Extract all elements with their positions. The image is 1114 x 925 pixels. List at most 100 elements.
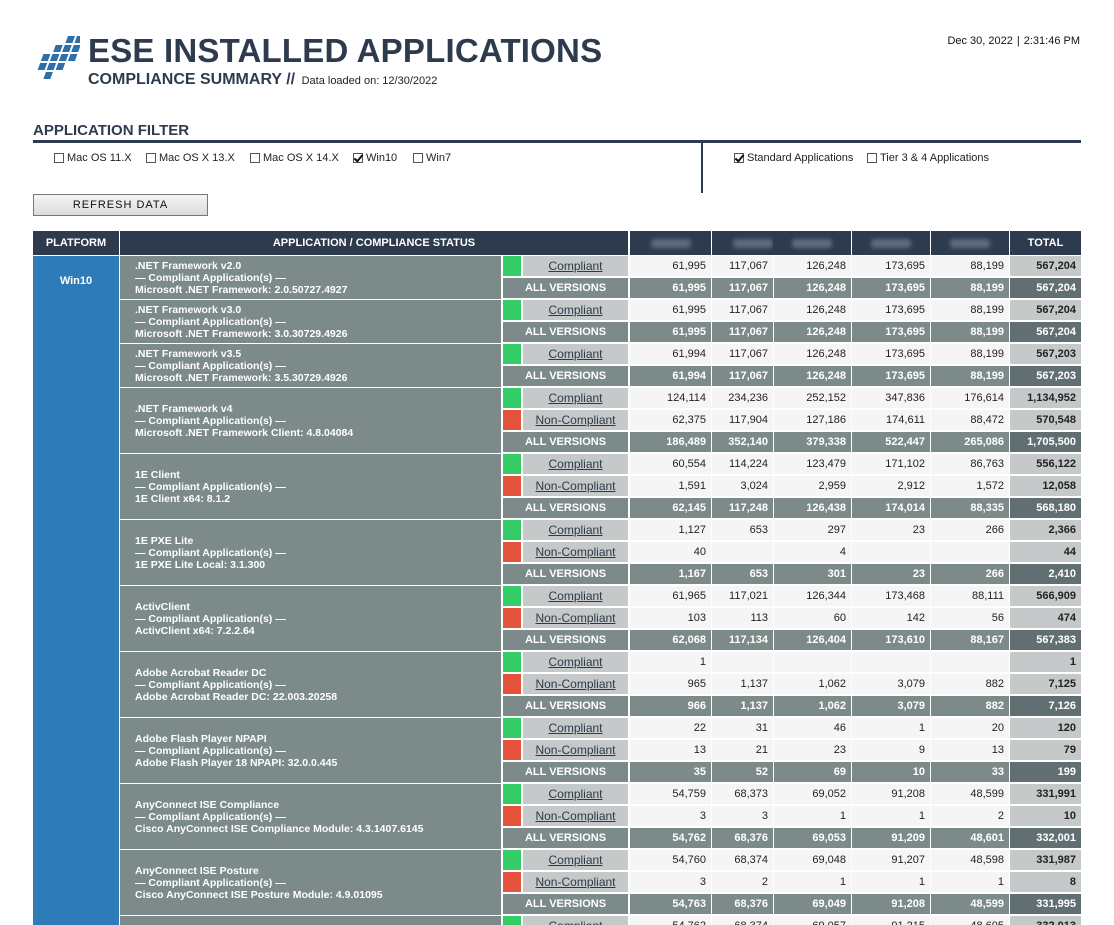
datetime-separator: | xyxy=(1016,35,1020,47)
application-subheading: — Compliant Application(s) — xyxy=(135,546,286,559)
compliant-link[interactable]: Compliant xyxy=(523,300,628,320)
noncompliant-link[interactable]: Non-Compliant xyxy=(523,542,628,562)
filter-platform-mac-os-x-14-x[interactable]: Mac OS X 14.X xyxy=(250,152,339,164)
filter-divider xyxy=(33,140,1081,143)
status-link-text[interactable]: Compliant xyxy=(548,391,603,405)
filter-platform-win10[interactable]: Win10 xyxy=(353,152,397,164)
checkbox-box[interactable] xyxy=(867,153,877,163)
data-loaded-text: Data loaded on: 12/30/2022 xyxy=(301,75,438,87)
compliant-link[interactable]: Compliant xyxy=(523,784,628,804)
all-versions-count-cell: 173,610 xyxy=(852,630,930,650)
count-cell: 103 xyxy=(630,608,711,628)
status-link-text[interactable]: Non-Compliant xyxy=(535,809,616,823)
filter-vertical-divider xyxy=(701,143,703,193)
status-link-text[interactable]: Non-Compliant xyxy=(535,611,616,625)
status-link-text[interactable]: Compliant xyxy=(548,853,603,867)
refresh-data-button[interactable]: REFRESH DATA xyxy=(33,194,208,216)
row-total-cell: 2,366 xyxy=(1010,520,1081,540)
row-total-cell: 44 xyxy=(1010,542,1081,562)
all-versions-total-cell: 199 xyxy=(1010,762,1081,782)
noncompliant-link[interactable]: Non-Compliant xyxy=(523,806,628,826)
noncompliant-link[interactable]: Non-Compliant xyxy=(523,608,628,628)
application-subheading: — Compliant Application(s) — xyxy=(135,810,286,823)
checkbox-box[interactable] xyxy=(54,153,64,163)
compliant-link[interactable]: Compliant xyxy=(523,454,628,474)
compliant-link[interactable]: Compliant xyxy=(523,850,628,870)
count-cell: 56 xyxy=(931,608,1009,628)
filter-type-standard-applications[interactable]: Standard Applications xyxy=(734,152,853,164)
all-versions-count-cell: 88,199 xyxy=(931,366,1009,386)
checkbox-box[interactable] xyxy=(734,153,744,163)
all-versions-label: ALL VERSIONS xyxy=(503,696,628,716)
noncompliant-link[interactable]: Non-Compliant xyxy=(523,674,628,694)
status-link-text[interactable]: Compliant xyxy=(548,919,602,925)
all-versions-count-cell: 3,079 xyxy=(852,696,930,716)
application-name: 1E PXE Lite xyxy=(135,534,194,547)
count-cell: 123,479 xyxy=(774,454,851,474)
status-link-text[interactable]: Compliant xyxy=(548,589,603,603)
status-link-text[interactable]: Non-Compliant xyxy=(535,479,616,493)
status-link-text[interactable]: Compliant xyxy=(548,655,603,669)
compliance-table: PLATFORM APPLICATION / COMPLIANCE STATUS… xyxy=(33,231,1081,925)
count-cell: 2,959 xyxy=(774,476,851,496)
all-versions-count-cell: 61,995 xyxy=(630,278,711,298)
count-cell: 347,836 xyxy=(852,388,930,408)
noncompliant-link[interactable]: Non-Compliant xyxy=(523,740,628,760)
checkbox-box[interactable] xyxy=(146,153,156,163)
row-total-cell: 1 xyxy=(1010,652,1081,672)
noncompliant-link[interactable]: Non-Compliant xyxy=(523,410,628,430)
count-cell: 173,468 xyxy=(852,586,930,606)
row-total-cell: 120 xyxy=(1010,718,1081,738)
compliant-link[interactable]: Compliant xyxy=(523,916,628,925)
noncompliant-link[interactable]: Non-Compliant xyxy=(523,872,628,892)
all-versions-total-cell: 567,203 xyxy=(1010,366,1081,386)
compliant-link[interactable]: Compliant xyxy=(523,520,628,540)
count-cell: 46 xyxy=(774,718,851,738)
application-cell: .NET Framework v3.0— Compliant Applicati… xyxy=(120,300,501,343)
count-cell: 882 xyxy=(931,674,1009,694)
header-total: TOTAL xyxy=(1010,231,1081,255)
status-link-text[interactable]: Compliant xyxy=(548,259,603,273)
status-link-text[interactable]: Compliant xyxy=(548,347,603,361)
count-cell: 297 xyxy=(774,520,851,540)
compliant-link[interactable]: Compliant xyxy=(523,344,628,364)
status-link-text[interactable]: Non-Compliant xyxy=(535,413,616,427)
all-versions-count-cell: 126,248 xyxy=(774,322,851,342)
checkbox-box[interactable] xyxy=(353,153,363,163)
row-total-cell: 10 xyxy=(1010,806,1081,826)
filter-platform-mac-os-11-x[interactable]: Mac OS 11.X xyxy=(54,152,132,164)
checkbox-box[interactable] xyxy=(413,153,423,163)
status-link-text[interactable]: Non-Compliant xyxy=(535,545,616,559)
count-cell: 48,605 xyxy=(931,916,1009,925)
compliant-link[interactable]: Compliant xyxy=(523,652,628,672)
filter-platform-mac-os-x-13-x[interactable]: Mac OS X 13.X xyxy=(146,152,235,164)
status-link-text[interactable]: Non-Compliant xyxy=(535,677,616,691)
status-link-text[interactable]: Compliant xyxy=(548,721,603,735)
filter-type-tier-3-4-applications[interactable]: Tier 3 & 4 Applications xyxy=(867,152,989,164)
application-subheading: — Compliant Application(s) — xyxy=(135,612,286,625)
status-link-text[interactable]: Compliant xyxy=(548,523,603,537)
compliant-link[interactable]: Compliant xyxy=(523,586,628,606)
filter-platform-win7[interactable]: Win7 xyxy=(413,152,451,164)
count-cell: 117,904 xyxy=(712,410,773,430)
count-cell: 22 xyxy=(630,718,711,738)
current-time: 2:31:46 PM xyxy=(1023,35,1080,47)
checkbox-box[interactable] xyxy=(250,153,260,163)
compliant-link[interactable]: Compliant xyxy=(523,718,628,738)
status-link-text[interactable]: Compliant xyxy=(548,787,603,801)
compliant-indicator xyxy=(503,454,521,474)
count-cell: 48,599 xyxy=(931,784,1009,804)
application-name: .NET Framework v2.0 xyxy=(135,259,242,272)
status-link-text[interactable]: Non-Compliant xyxy=(535,875,616,889)
compliant-link[interactable]: Compliant xyxy=(523,388,628,408)
compliant-indicator xyxy=(503,652,521,672)
compliant-indicator xyxy=(503,256,521,276)
status-link-text[interactable]: Compliant xyxy=(548,303,603,317)
count-cell: 173,695 xyxy=(852,256,930,276)
checkbox-label: Win7 xyxy=(426,152,452,164)
status-link-text[interactable]: Compliant xyxy=(548,457,603,471)
compliant-link[interactable]: Compliant xyxy=(523,256,628,276)
count-cell: 252,152 xyxy=(774,388,851,408)
status-link-text[interactable]: Non-Compliant xyxy=(535,743,616,757)
noncompliant-link[interactable]: Non-Compliant xyxy=(523,476,628,496)
